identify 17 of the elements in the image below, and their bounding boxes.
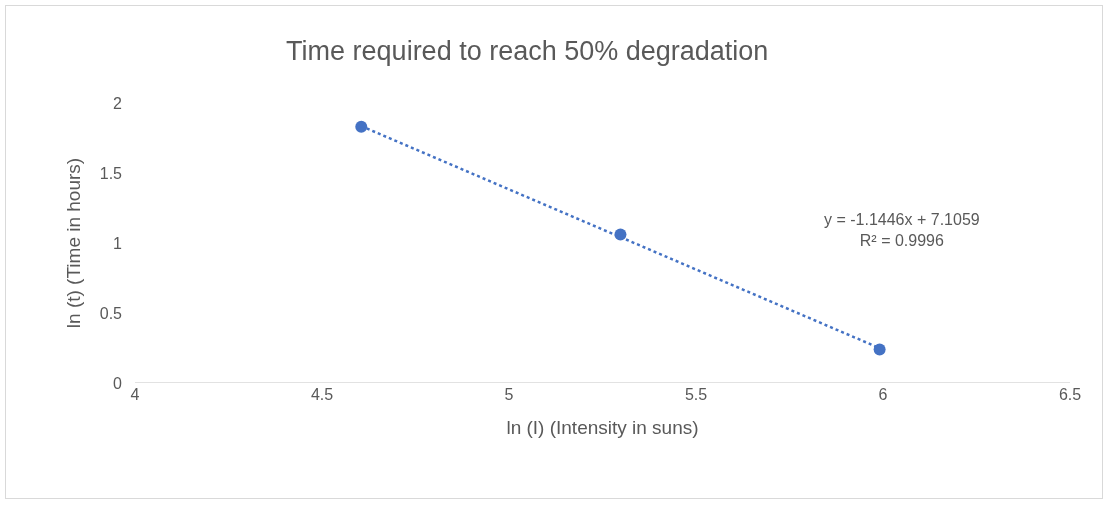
- point: [355, 120, 368, 133]
- x-axis-title: ln (I) (Intensity in suns): [506, 416, 699, 438]
- chart-title: Time required to reach 50% degradation: [286, 36, 769, 67]
- y-tick-label: 2: [113, 94, 123, 112]
- y-tick-label: 0: [113, 374, 123, 392]
- x-tick-label: 5.5: [684, 386, 708, 403]
- x-tick-label: 5: [504, 386, 514, 403]
- x-tick-label: 6: [878, 386, 888, 403]
- annotation: y = -1.1446x + 7.1059 R² = 0.9996: [824, 211, 980, 249]
- x-tick-label: 4: [130, 386, 140, 403]
- y-axis-title: ln (t) (Time in hours): [62, 157, 84, 329]
- x-tick-label: 6.5: [1058, 386, 1082, 403]
- y-tick-label: 1.5: [99, 164, 123, 182]
- point: [873, 343, 886, 356]
- y-tick-label: 0.5: [99, 304, 123, 322]
- x-tick-label: 4.5: [310, 386, 334, 403]
- y-tick-label: 1: [113, 234, 123, 252]
